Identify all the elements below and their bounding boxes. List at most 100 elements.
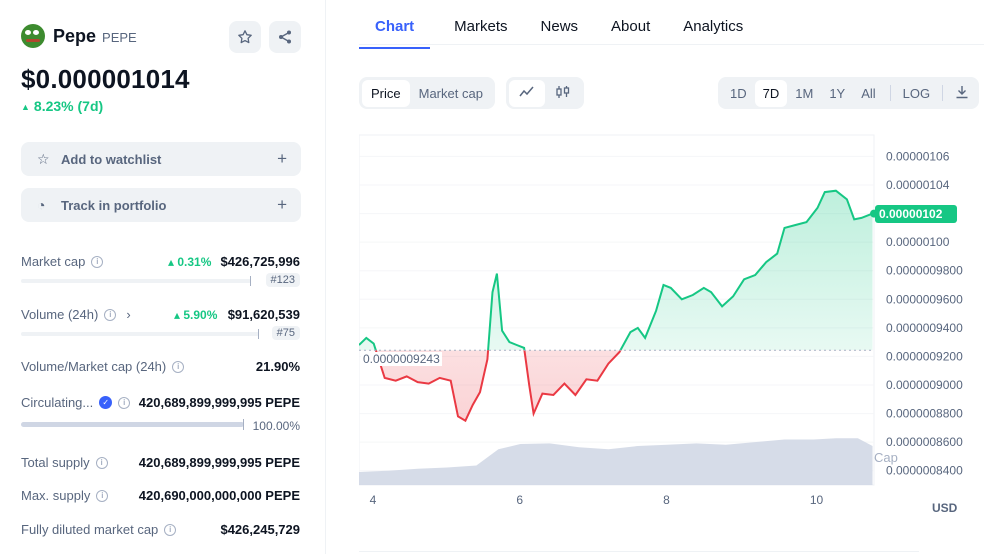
y-tick-label: 0.00000106: [886, 149, 950, 163]
x-tick-label: 4: [370, 493, 377, 507]
info-icon[interactable]: i: [164, 523, 177, 536]
volume-area: [359, 438, 873, 485]
add-to-watchlist-button[interactable]: ☆ Add to watchlist +: [21, 142, 301, 176]
market-cap-change: ▴ 0.31%: [168, 255, 212, 269]
add-to-watchlist-label: Add to watchlist: [61, 151, 162, 167]
volume-label: Volume (24h) i ›: [21, 307, 131, 322]
y-tick-label: 0.0000008600: [886, 435, 963, 449]
volume-rank-bar: [21, 329, 259, 339]
track-in-portfolio-button[interactable]: ◔ Track in portfolio +: [21, 188, 301, 222]
y-tick-label: 0.0000009600: [886, 292, 963, 306]
chart-type-toggle: Price Market cap: [359, 77, 495, 109]
volume-label-text: Volume (24h): [21, 307, 99, 322]
market-cap-toggle[interactable]: Market cap: [418, 85, 483, 101]
y-tick-label: 0.00000104: [886, 178, 950, 192]
market-cap-label: Market cap i: [21, 254, 104, 269]
share-icon: [279, 30, 291, 44]
x-tick-label: 10: [810, 493, 824, 507]
chevron-right-icon[interactable]: ›: [126, 307, 131, 322]
x-tick-label: 8: [663, 493, 670, 507]
share-button[interactable]: [269, 21, 301, 53]
volume-rank: #75: [271, 326, 300, 340]
x-tick-label: 6: [516, 493, 523, 507]
line-chart-button[interactable]: [509, 79, 545, 107]
tab-news[interactable]: News: [540, 18, 579, 35]
download-button[interactable]: [949, 80, 975, 107]
plus-icon: +: [277, 195, 287, 214]
volume-change-text: 5.90%: [183, 308, 218, 322]
candlestick-button[interactable]: [545, 80, 581, 107]
star-icon: ☆: [37, 150, 50, 167]
volume-value: $91,620,539: [227, 307, 300, 322]
price-area-up: [359, 190, 873, 351]
rank-bar-tick: [258, 329, 259, 339]
range-1d[interactable]: 1D: [730, 85, 747, 101]
tab-markets[interactable]: Markets: [454, 18, 508, 35]
range-divider: [889, 85, 891, 101]
fdmc-label-text: Fully diluted market cap: [21, 522, 159, 537]
bottom-divider: [359, 551, 919, 552]
y-tick-label: 0.0000008800: [886, 407, 963, 421]
market-cap-rank: #123: [265, 273, 300, 287]
volume-market-cap-value: 21.90%: [255, 359, 300, 374]
circulating-supply-bar: [21, 419, 244, 430]
rank-bar-tick: [250, 276, 251, 286]
y-tick-label: 0.0000009400: [886, 321, 963, 335]
tabs-divider: [359, 44, 984, 45]
coin-name: Pepe: [53, 25, 97, 46]
info-icon[interactable]: i: [91, 255, 104, 268]
coin-symbol: PEPE: [102, 30, 137, 45]
y-tick-label: 0.0000008400: [886, 464, 963, 478]
log-scale-button[interactable]: LOG: [902, 85, 931, 101]
tab-analytics[interactable]: Analytics: [683, 18, 744, 35]
price-chart-svg: 0.00000106 0.00000104 0.00000102 0.00000100…: [358, 134, 963, 507]
info-icon[interactable]: i: [172, 360, 185, 373]
total-supply-label-text: Total supply: [21, 455, 90, 470]
volume-change: ▴ 5.90%: [174, 308, 218, 322]
star-icon: [238, 30, 252, 44]
tab-about[interactable]: About: [611, 18, 651, 35]
fdmc-label: Fully diluted market cap i: [21, 522, 177, 537]
chart-style-toggle: [506, 77, 584, 109]
y-tick-label: 0.0000009200: [886, 349, 963, 363]
volume-market-cap-label: Volume/Market cap (24h) i: [21, 359, 185, 374]
chart-watermark: Cap: [874, 450, 898, 465]
max-supply-label: Max. supply i: [21, 488, 109, 503]
coin-price: $0.000001014: [21, 64, 190, 94]
market-cap-value: $426,725,996: [220, 254, 300, 269]
coin-sidebar: Pepe PEPE $0.000001014 ▲ 8.23% (7d) ☆ Add…: [0, 0, 326, 554]
tab-chart[interactable]: Chart: [359, 18, 431, 49]
info-icon[interactable]: i: [96, 489, 109, 502]
coin-header: Pepe PEPE: [21, 24, 137, 48]
info-icon[interactable]: i: [95, 456, 108, 469]
max-supply-value: 420,690,000,000,000 PEPE: [138, 488, 300, 503]
range-1m[interactable]: 1M: [795, 85, 814, 101]
max-supply-label-text: Max. supply: [21, 488, 91, 503]
y-tick-label: 0.00000100: [886, 235, 950, 249]
circulating-supply-label: Circulating... ✓ i: [21, 395, 131, 410]
candlestick-icon: [556, 85, 570, 98]
range-1y[interactable]: 1Y: [829, 85, 846, 101]
watchlist-star-button[interactable]: [229, 21, 261, 53]
download-icon: [956, 85, 968, 98]
range-all[interactable]: All: [861, 85, 876, 101]
circulating-supply-percent: 100.00%: [252, 419, 300, 433]
reference-price-label: 0.0000009243: [361, 352, 442, 367]
volume-market-cap-label-text: Volume/Market cap (24h): [21, 359, 167, 374]
price-toggle[interactable]: Price: [362, 79, 410, 107]
caret-up-icon: ▲: [21, 102, 30, 112]
y-tick-label: 0.0000009000: [886, 378, 963, 392]
market-cap-rank-bar: [21, 276, 251, 286]
market-cap-change-text: 0.31%: [177, 255, 212, 269]
verified-check-icon: ✓: [99, 396, 113, 409]
range-divider: [942, 85, 944, 101]
info-icon[interactable]: i: [118, 396, 131, 409]
pepe-logo-icon: [21, 24, 45, 48]
price-chart[interactable]: 0.00000106 0.00000104 0.00000102 0.00000100…: [358, 120, 984, 540]
track-in-portfolio-label: Track in portfolio: [61, 197, 167, 213]
supply-bar-tick: [243, 419, 244, 430]
circulating-supply-label-text: Circulating...: [21, 395, 94, 410]
section-tabs: Chart Markets News About Analytics: [359, 18, 776, 49]
range-7d[interactable]: 7D: [754, 79, 788, 107]
info-icon[interactable]: i: [104, 308, 117, 321]
